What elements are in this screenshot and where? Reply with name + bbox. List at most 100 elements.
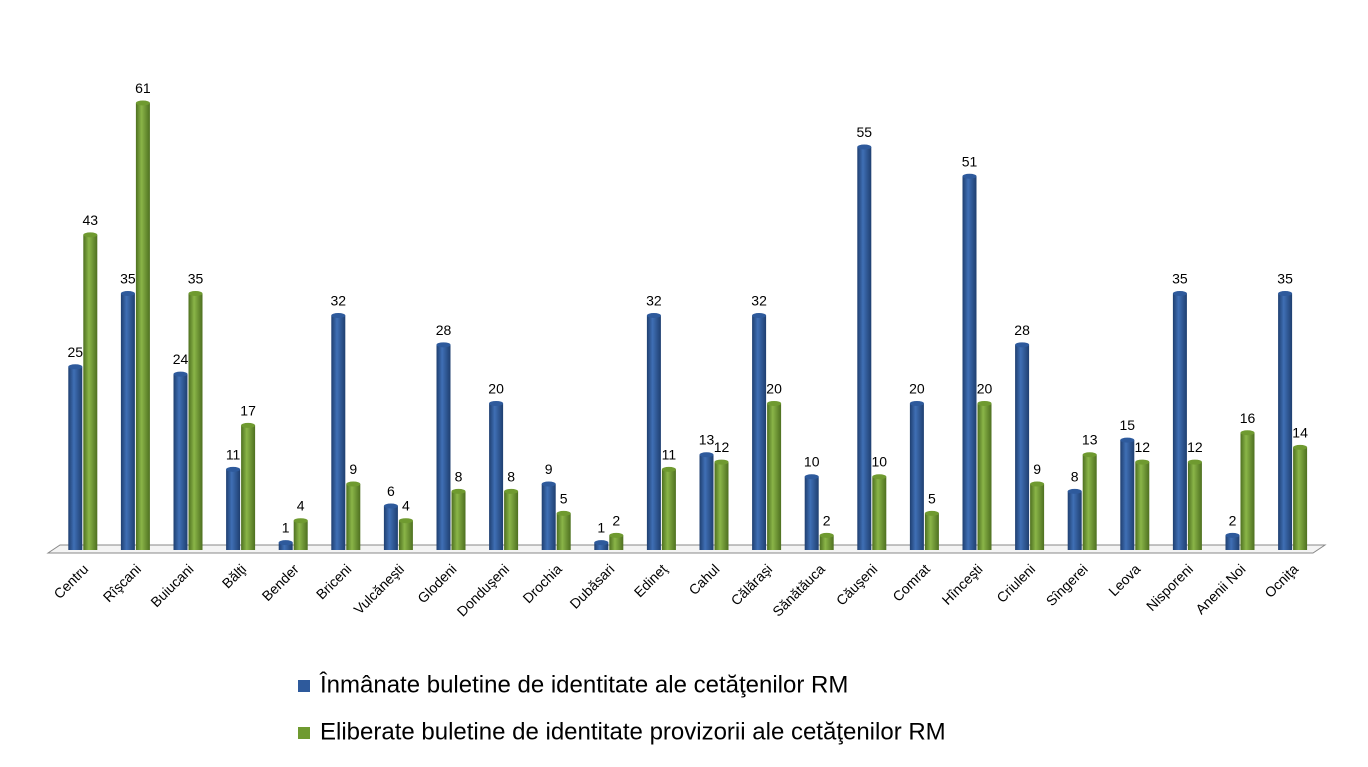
bar bbox=[83, 234, 98, 550]
value-label: 55 bbox=[857, 124, 873, 140]
legend-label: Eliberate buletine de identitate provizo… bbox=[320, 718, 946, 745]
value-label: 32 bbox=[331, 293, 347, 309]
bar bbox=[173, 374, 188, 550]
value-label: 4 bbox=[402, 498, 410, 514]
value-label: 61 bbox=[135, 80, 151, 96]
bar bbox=[872, 476, 887, 550]
bar-top bbox=[594, 540, 609, 546]
bar-top bbox=[278, 540, 293, 546]
bar-top bbox=[962, 173, 977, 179]
bar bbox=[1187, 462, 1202, 550]
value-label: 28 bbox=[436, 322, 452, 338]
bar bbox=[594, 542, 609, 550]
bar bbox=[346, 484, 361, 550]
bar-top bbox=[767, 400, 782, 406]
bar-top bbox=[924, 510, 939, 516]
bar-top bbox=[1135, 459, 1150, 465]
value-label: 11 bbox=[662, 446, 677, 462]
x-tick-label: Nisporeni bbox=[1143, 561, 1196, 614]
bar-top bbox=[293, 518, 308, 524]
bar-top bbox=[436, 342, 451, 348]
value-label: 9 bbox=[349, 461, 357, 477]
value-label: 5 bbox=[928, 490, 936, 506]
bar bbox=[504, 491, 519, 550]
bar-top bbox=[331, 313, 346, 319]
bar-top bbox=[504, 488, 519, 494]
x-tick-label: Vulcăneşti bbox=[350, 561, 407, 618]
bar-top bbox=[556, 510, 571, 516]
x-tick-label: Bender bbox=[259, 561, 302, 604]
value-label: 15 bbox=[1120, 417, 1136, 433]
x-tick-label: Edineţ bbox=[631, 561, 670, 600]
x-tick-label: Briceni bbox=[313, 561, 355, 603]
bar-top bbox=[661, 466, 676, 472]
bar-top bbox=[541, 481, 556, 487]
bar-top bbox=[68, 364, 83, 370]
x-tick-label: Sîngerei bbox=[1043, 561, 1091, 609]
bar-top bbox=[1278, 291, 1293, 297]
bar-top bbox=[451, 488, 466, 494]
bar bbox=[1015, 344, 1030, 550]
x-tick-label: Buiucani bbox=[147, 561, 196, 610]
bar bbox=[857, 146, 872, 550]
x-tick-label: Rîşcani bbox=[100, 561, 144, 605]
bar bbox=[1225, 535, 1240, 550]
bar bbox=[241, 425, 256, 550]
x-tick-label: Ocniţa bbox=[1261, 561, 1301, 601]
x-tick-label: Hînceşti bbox=[939, 561, 986, 608]
bar bbox=[1278, 293, 1293, 550]
bar bbox=[1030, 484, 1045, 550]
value-label: 13 bbox=[699, 432, 715, 448]
bar bbox=[646, 315, 661, 550]
legend-label: Înmânate buletine de identitate ale cetă… bbox=[319, 671, 848, 698]
x-tick-label: Căuşeni bbox=[833, 561, 881, 609]
bar bbox=[661, 469, 676, 550]
value-label: 8 bbox=[507, 468, 515, 484]
value-label: 13 bbox=[1082, 432, 1098, 448]
bar-top bbox=[646, 313, 661, 319]
bar bbox=[331, 315, 346, 550]
value-label: 35 bbox=[188, 271, 204, 287]
bar bbox=[383, 506, 398, 550]
x-tick-label: Donduşeni bbox=[454, 561, 513, 620]
x-tick-label: Dubăsari bbox=[566, 561, 617, 612]
value-label: 10 bbox=[804, 454, 820, 470]
bar bbox=[398, 520, 413, 550]
bar-top bbox=[872, 474, 887, 480]
value-label: 8 bbox=[455, 468, 463, 484]
bar bbox=[1240, 432, 1255, 550]
bar bbox=[1135, 462, 1150, 550]
value-label: 25 bbox=[68, 344, 84, 360]
bar bbox=[1067, 491, 1082, 550]
bar-top bbox=[398, 518, 413, 524]
value-label: 2 bbox=[1229, 512, 1237, 528]
bar-top bbox=[226, 466, 241, 472]
value-label: 12 bbox=[714, 439, 730, 455]
bar bbox=[120, 293, 135, 550]
value-label: 6 bbox=[387, 483, 395, 499]
bar-top bbox=[135, 100, 150, 106]
value-label: 12 bbox=[1187, 439, 1203, 455]
bar bbox=[804, 476, 819, 550]
bar-top bbox=[1030, 481, 1045, 487]
value-label: 20 bbox=[977, 380, 993, 396]
value-label: 20 bbox=[909, 380, 925, 396]
bar-top bbox=[857, 144, 872, 150]
x-tick-label: Călăraşi bbox=[728, 561, 776, 609]
value-label: 16 bbox=[1240, 410, 1256, 426]
value-label: 14 bbox=[1292, 424, 1308, 440]
floor bbox=[46, 544, 1327, 554]
bar-top bbox=[752, 313, 767, 319]
bar bbox=[489, 403, 504, 550]
value-label: 8 bbox=[1071, 468, 1079, 484]
bar bbox=[436, 344, 451, 550]
bar bbox=[924, 513, 939, 550]
bar-top bbox=[188, 291, 203, 297]
bar bbox=[278, 542, 293, 550]
bar-top bbox=[489, 400, 504, 406]
x-tick-label: Comrat bbox=[889, 561, 933, 605]
bar-top bbox=[1067, 488, 1082, 494]
x-tick-label: Centru bbox=[50, 561, 91, 602]
bar-top bbox=[609, 532, 624, 538]
